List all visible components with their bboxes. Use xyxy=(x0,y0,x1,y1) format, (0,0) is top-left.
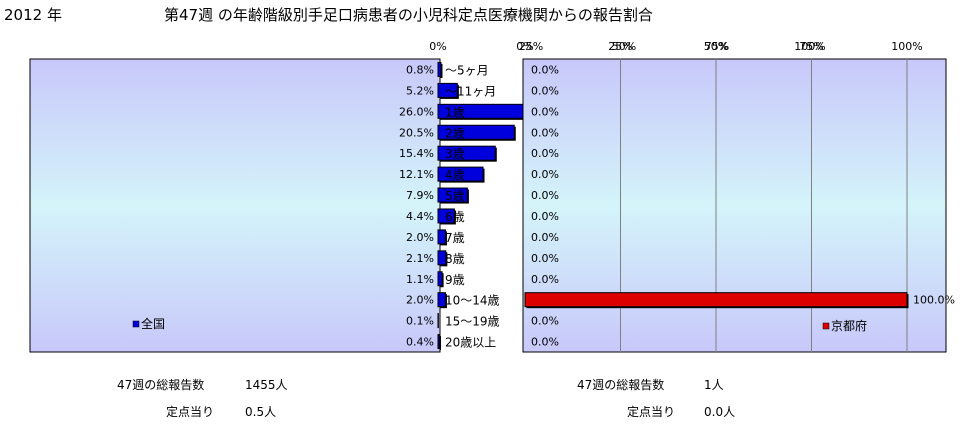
national-tick-label: 0% xyxy=(429,40,446,53)
page-title: 第47週 の年齢階級別手足口病患者の小児科定点医療機関からの報告割合 xyxy=(164,6,653,24)
national-value-label: 20.5% xyxy=(399,126,434,139)
kyoto-tick-label: 25% xyxy=(608,40,632,53)
age-category-label: 3歳 xyxy=(445,147,465,161)
national-plot-area xyxy=(29,58,441,353)
kyoto-value-label: 0.0% xyxy=(531,315,559,328)
national-value-label: 4.4% xyxy=(406,210,434,223)
kyoto-per-value: 0.0人 xyxy=(704,405,736,419)
age-category-label: 2歳 xyxy=(445,126,465,140)
age-category-label: 4歳 xyxy=(445,168,465,182)
kyoto-value-label: 0.0% xyxy=(531,147,559,160)
kyoto-value-label: 0.0% xyxy=(531,231,559,244)
age-category-labels: ～5ヶ月 ～11ヶ月 1歳 2歳 3歳 4歳 5歳 6歳 7歳 8歳 9歳 10～14歳 15～19歳 2… xyxy=(445,63,500,349)
national-bar xyxy=(437,124,515,140)
national-total-value: 1455人 xyxy=(245,378,288,392)
national-value-label: 15.4% xyxy=(399,147,434,160)
kyoto-value-label: 0.0% xyxy=(531,63,559,76)
national-tick-label: 25% xyxy=(519,40,543,53)
national-value-label: 0.8% xyxy=(406,63,434,76)
national-bar xyxy=(437,61,442,77)
national-bar-shadow xyxy=(439,336,441,351)
national-bar xyxy=(437,187,468,203)
age-category-label: 10～14歳 xyxy=(445,294,500,308)
age-category-label: 15～19歳 xyxy=(445,315,500,329)
age-category-label: ～5ヶ月 xyxy=(445,63,489,77)
kyoto-tick-label: 0% xyxy=(516,40,533,53)
kyoto-total-value: 1人 xyxy=(704,378,724,392)
national-tick-label: 50% xyxy=(612,40,636,53)
kyoto-value-label: 100.0% xyxy=(913,294,955,307)
national-bar xyxy=(437,208,455,224)
kyoto-value-label: 0.0% xyxy=(531,126,559,139)
year-label: 2012 年 xyxy=(4,6,62,24)
kyoto-tick-label: 75% xyxy=(799,40,823,53)
age-category-label: ～11ヶ月 xyxy=(445,84,496,98)
kyoto-value-label: 0.0% xyxy=(531,252,559,265)
national-value-label: 2.1% xyxy=(406,252,434,265)
national-bar xyxy=(437,82,458,98)
national-value-label: 26.0% xyxy=(399,105,434,118)
age-category-label: 9歳 xyxy=(445,273,465,287)
kyoto-value-label: 0.0% xyxy=(531,105,559,118)
national-per-value: 0.5人 xyxy=(245,405,277,419)
kyoto-value-label: 0.0% xyxy=(531,210,559,223)
kyoto-panel: 0% 25% 50% 75% 100%0.0%0.0%0.0%0.0%0.0%0.0%0… xyxy=(516,40,955,353)
kyoto-value-label: 0.0% xyxy=(531,84,559,97)
national-tick-label: 100% xyxy=(794,40,825,53)
kyoto-tick-label: 100% xyxy=(891,40,922,53)
national-tick-label: 75% xyxy=(705,40,729,53)
national-legend-label: 全国 xyxy=(141,316,165,331)
national-value-label: 5.2% xyxy=(406,84,434,97)
national-legend-swatch xyxy=(132,320,140,328)
national-bar xyxy=(437,145,496,161)
kyoto-per-label: 定点当り xyxy=(627,405,676,419)
national-value-label: 2.0% xyxy=(406,231,434,244)
kyoto-bar xyxy=(524,292,908,308)
age-category-label: 5歳 xyxy=(445,189,465,203)
kyoto-value-label: 0.0% xyxy=(531,168,559,181)
kyoto-value-label: 0.0% xyxy=(531,189,559,202)
age-category-label: 1歳 xyxy=(445,105,465,119)
national-value-label: 1.1% xyxy=(406,273,434,286)
national-bar xyxy=(437,334,440,350)
age-category-label: 7歳 xyxy=(445,231,465,245)
national-value-label: 2.0% xyxy=(406,294,434,307)
age-category-label: 20歳以上 xyxy=(445,336,496,350)
national-bar xyxy=(437,292,446,308)
national-value-label: 0.4% xyxy=(406,336,434,349)
age-category-label: 8歳 xyxy=(445,252,465,266)
national-bar xyxy=(437,229,446,245)
age-category-label: 6歳 xyxy=(445,210,465,224)
national-bar xyxy=(437,271,443,287)
kyoto-total-label: 47週の総報告数 xyxy=(577,378,665,392)
kyoto-value-label: 0.0% xyxy=(531,273,559,286)
kyoto-legend-swatch xyxy=(822,322,830,330)
national-value-label: 7.9% xyxy=(406,189,434,202)
kyoto-value-label: 0.0% xyxy=(531,336,559,349)
national-total-label: 47週の総報告数 xyxy=(117,378,205,392)
kyoto-legend-label: 京都府 xyxy=(831,318,867,333)
national-value-label: 0.1% xyxy=(406,315,434,328)
national-bar xyxy=(437,166,484,182)
kyoto-tick-label: 50% xyxy=(704,40,728,53)
national-value-label: 12.1% xyxy=(399,168,434,181)
national-bar xyxy=(437,250,447,266)
national-per-label: 定点当り xyxy=(166,405,215,419)
